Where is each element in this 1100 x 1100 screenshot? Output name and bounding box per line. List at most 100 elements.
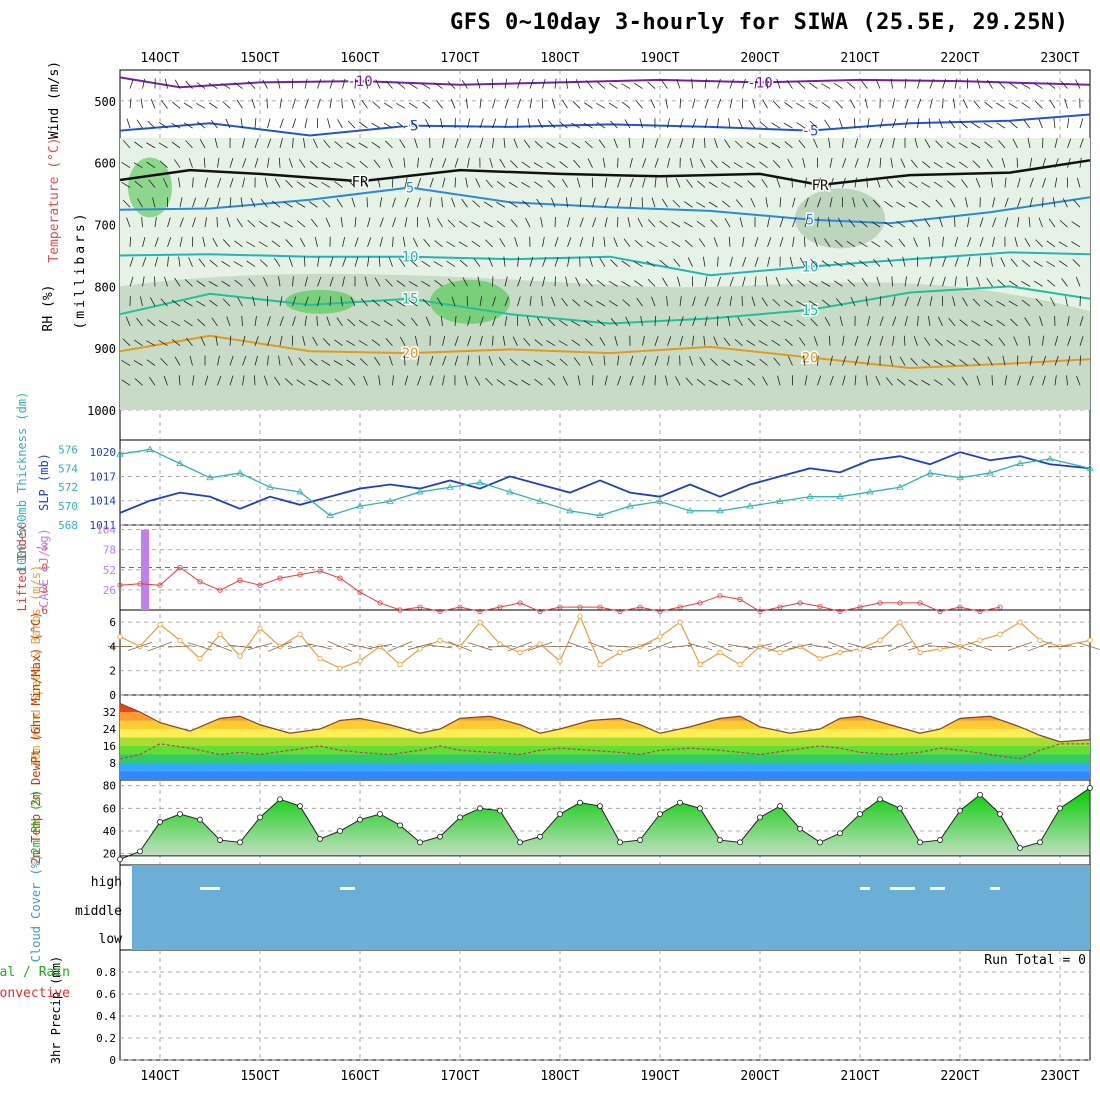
wind-barb xyxy=(214,138,218,148)
cloud-gap xyxy=(200,887,220,890)
wind-barb xyxy=(728,236,731,247)
wind-barb xyxy=(185,140,193,149)
wind-barb xyxy=(984,141,993,149)
lifted-marker xyxy=(477,608,483,615)
wind-barb xyxy=(1046,82,1056,89)
wind-barb xyxy=(312,138,318,149)
wind-barb xyxy=(174,356,181,366)
wind-barb xyxy=(935,199,943,208)
wind-barb-10m xyxy=(827,641,853,652)
wind-barb xyxy=(583,122,593,129)
wind-barb xyxy=(163,375,168,386)
rh-tick-label: 60 xyxy=(103,802,116,815)
wind-barb xyxy=(404,217,408,228)
wind-barb xyxy=(635,100,643,109)
wind-barb xyxy=(821,260,831,267)
wind-barb xyxy=(959,319,968,327)
wind-barb xyxy=(150,98,156,109)
wind-barb xyxy=(867,138,872,149)
wind-barb xyxy=(654,315,657,326)
wind-barb xyxy=(704,137,706,148)
wind-marker xyxy=(417,646,423,652)
wind-barb xyxy=(259,259,268,267)
wind-barb xyxy=(675,178,681,188)
wind-barb xyxy=(1079,316,1084,327)
wind-barb xyxy=(667,316,671,327)
wind-barb xyxy=(317,78,322,89)
wind-barb xyxy=(492,296,496,307)
wind-barb xyxy=(892,296,896,307)
wind-barb xyxy=(267,118,271,129)
contour-label: -10 xyxy=(347,74,372,90)
wind-marker xyxy=(717,649,723,656)
wind-barb xyxy=(492,137,495,148)
wind-marker xyxy=(157,621,163,628)
temp-band xyxy=(120,746,1090,755)
wind-barb xyxy=(784,102,793,109)
wind-barb xyxy=(1029,197,1033,208)
rh2m-ylabel: 2m RH (%) xyxy=(29,789,43,854)
wind-barb xyxy=(342,257,347,267)
wind-barb xyxy=(221,280,231,287)
wind-barb xyxy=(542,78,546,89)
wind-barb xyxy=(692,335,694,346)
wind-barb xyxy=(454,177,457,188)
cloud-gap xyxy=(990,887,1000,890)
wind-barb xyxy=(961,376,968,386)
temperature-contour xyxy=(119,334,1091,370)
wind-barb xyxy=(1079,118,1084,129)
wind-barb xyxy=(474,376,481,386)
wind-barb xyxy=(776,177,781,188)
temp-tick-label: 16 xyxy=(103,740,116,753)
wind-barb xyxy=(402,236,406,247)
wind-barb xyxy=(554,256,559,267)
wind-barb xyxy=(383,122,393,129)
wind-marker xyxy=(837,649,843,656)
wind-barb xyxy=(454,158,459,168)
wind-barb xyxy=(875,375,881,386)
lifted-marker xyxy=(877,600,883,606)
wind-barb xyxy=(534,339,543,347)
wind-barb xyxy=(772,160,781,168)
wind-barb xyxy=(229,157,234,168)
wind-barb xyxy=(378,375,381,386)
wind-barb xyxy=(136,317,143,327)
wind-barb xyxy=(613,237,618,247)
wind-barb xyxy=(804,177,807,188)
wind-barb xyxy=(1059,220,1068,228)
wind-barb xyxy=(929,296,933,307)
wind-barb xyxy=(317,98,321,109)
wind-barb xyxy=(133,162,143,169)
wind-barb xyxy=(1014,237,1018,247)
rh2m-marker xyxy=(517,839,523,846)
wind-barb xyxy=(334,378,343,386)
wind-barb xyxy=(192,177,194,188)
rh2m-marker xyxy=(1057,805,1063,812)
wind-barb xyxy=(562,376,568,386)
wind-barb xyxy=(742,257,747,267)
wind-barb xyxy=(492,335,494,346)
rh-legend-label: RH (%) xyxy=(41,285,56,332)
wind-barb xyxy=(976,276,981,287)
wind-barb xyxy=(396,82,406,89)
wind-barb xyxy=(208,102,218,109)
rh2m-area xyxy=(119,786,1091,861)
wind-barb xyxy=(949,198,956,208)
wind-barb xyxy=(1067,316,1070,326)
wind-barb xyxy=(479,118,484,129)
wind-barb xyxy=(867,157,871,168)
temp-band xyxy=(120,763,1090,772)
wind-barb xyxy=(933,162,943,169)
slp-tick-label: 1011 xyxy=(90,519,117,532)
wind-barb xyxy=(373,159,381,168)
wind-barb xyxy=(267,157,270,168)
wind-barb xyxy=(798,139,806,149)
rh2m-panel xyxy=(117,785,1093,863)
wind-barb xyxy=(724,218,731,228)
wind-barb xyxy=(417,355,420,366)
rh2m-marker xyxy=(397,822,403,829)
wind-barb xyxy=(334,339,343,347)
wind-barb xyxy=(342,276,345,287)
wind-barb xyxy=(299,237,306,247)
wind-barb xyxy=(879,336,884,346)
